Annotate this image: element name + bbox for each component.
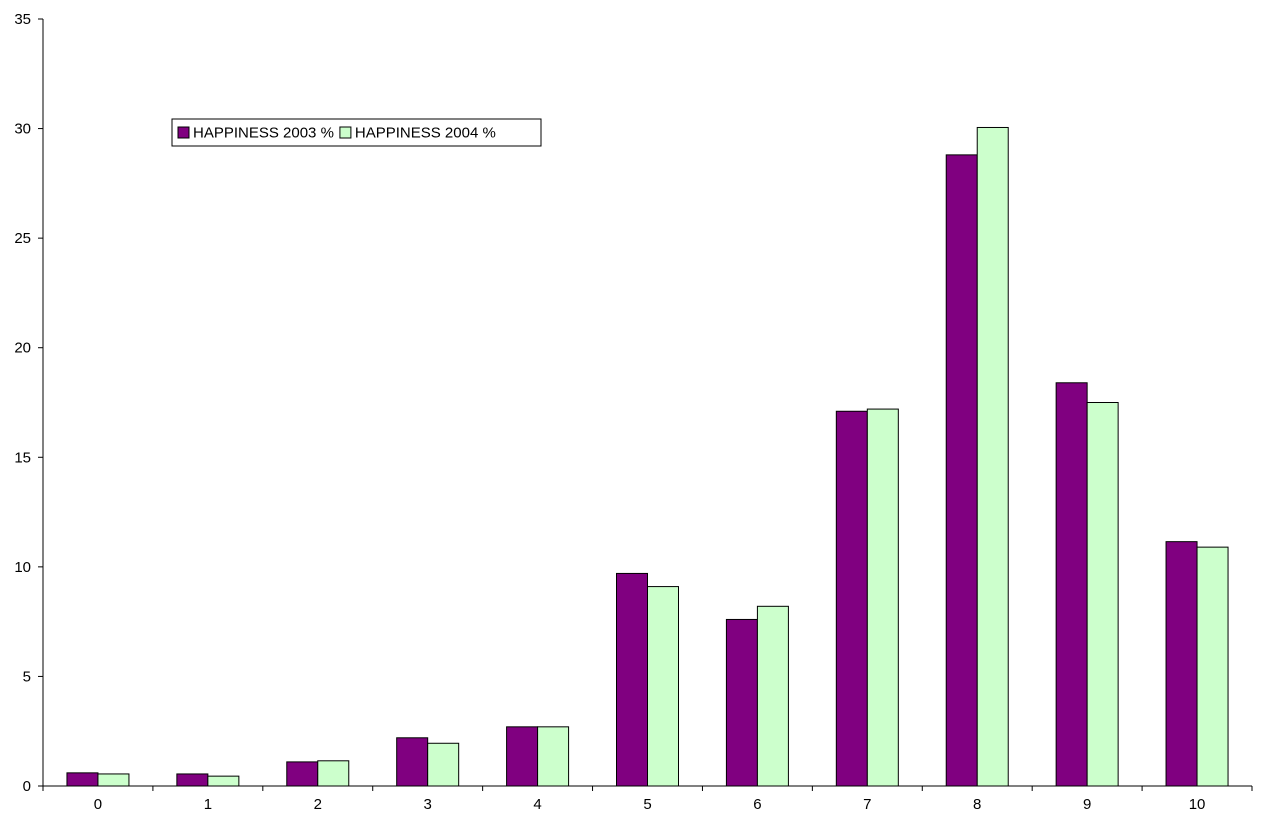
legend-box xyxy=(171,118,542,147)
bar-2003-cat-7 xyxy=(835,410,868,787)
y-tick-label-35: 35 xyxy=(14,11,31,28)
legend-swatch-2003 xyxy=(177,126,190,139)
legend-swatch-2004 xyxy=(339,126,352,139)
legend-label-2003: HAPPINESS 2003 % xyxy=(193,125,334,142)
bar-2003-cat-0 xyxy=(66,772,99,787)
bar-2004-cat-5 xyxy=(647,586,679,787)
bar-2004-cat-7 xyxy=(866,408,899,787)
bar-2004-cat-10 xyxy=(1196,546,1229,787)
x-tick-label-9: 9 xyxy=(1083,796,1091,813)
x-tick-label-6: 6 xyxy=(753,796,761,813)
x-tick-label-1: 1 xyxy=(204,796,212,813)
y-tick-label-0: 0 xyxy=(23,778,31,795)
bar-2003-cat-8 xyxy=(945,154,978,787)
y-tick-label-30: 30 xyxy=(14,121,31,138)
bar-2003-cat-6 xyxy=(725,618,758,787)
bar-2004-cat-3 xyxy=(427,742,460,787)
y-tick-label-25: 25 xyxy=(14,230,31,247)
bar-2004-cat-0 xyxy=(97,773,130,787)
x-tick-label-10: 10 xyxy=(1189,796,1206,813)
bar-2003-cat-3 xyxy=(396,737,429,787)
bar-2004-cat-2 xyxy=(317,760,350,787)
legend-label-2004: HAPPINESS 2004 % xyxy=(355,125,496,142)
x-tick-label-5: 5 xyxy=(643,796,651,813)
bar-2004-cat-9 xyxy=(1086,402,1119,787)
y-tick-label-5: 5 xyxy=(23,668,31,685)
bar-2003-cat-10 xyxy=(1165,541,1198,787)
x-tick-label-2: 2 xyxy=(314,796,322,813)
x-tick-label-3: 3 xyxy=(424,796,432,813)
bar-2004-cat-6 xyxy=(756,605,789,787)
y-tick-label-10: 10 xyxy=(14,559,31,576)
bars-layer xyxy=(66,126,1229,787)
bar-2003-cat-1 xyxy=(176,773,209,787)
bar-2003-cat-5 xyxy=(616,572,648,787)
y-tick-label-15: 15 xyxy=(14,449,31,466)
bar-2004-cat-1 xyxy=(207,775,240,787)
axes-layer: 0 5 10 15 20 25 30 35 0 1 2 3 4 5 6 7 8 9 10 xyxy=(14,11,1253,813)
x-tick-label-0: 0 xyxy=(94,796,102,813)
bar-2003-cat-4 xyxy=(506,726,539,787)
bar-2004-cat-4 xyxy=(537,726,570,787)
bar-2003-cat-2 xyxy=(286,761,319,787)
bar-2003-cat-9 xyxy=(1055,382,1088,787)
x-tick-label-7: 7 xyxy=(863,796,871,813)
y-tick-label-20: 20 xyxy=(14,340,31,357)
bar-2004-cat-8 xyxy=(976,126,1009,787)
x-tick-label-8: 8 xyxy=(973,796,981,813)
legend: HAPPINESS 2003 % HAPPINESS 2004 % xyxy=(171,118,542,147)
x-tick-label-4: 4 xyxy=(533,796,541,813)
